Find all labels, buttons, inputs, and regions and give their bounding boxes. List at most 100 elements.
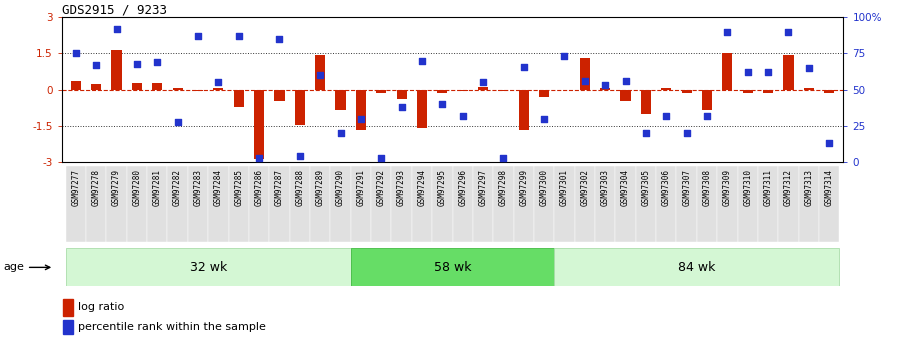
Bar <box>330 166 351 242</box>
Bar <box>274 90 284 101</box>
Bar <box>804 88 814 90</box>
Text: GSM97309: GSM97309 <box>723 169 732 206</box>
Point <box>517 64 531 69</box>
Bar <box>111 50 121 90</box>
Bar <box>778 166 798 242</box>
Text: GSM97314: GSM97314 <box>824 169 834 206</box>
Point <box>374 155 388 160</box>
Text: GSM97294: GSM97294 <box>417 169 426 206</box>
Bar <box>437 90 447 93</box>
Point <box>150 59 165 65</box>
Text: GSM97308: GSM97308 <box>702 169 711 206</box>
Bar <box>824 90 834 92</box>
Text: 32 wk: 32 wk <box>189 261 227 274</box>
Bar <box>254 90 264 158</box>
Point <box>659 113 673 119</box>
Bar <box>315 55 325 90</box>
Bar <box>391 166 412 242</box>
Point <box>680 130 694 136</box>
Point <box>110 26 124 32</box>
Text: GSM97292: GSM97292 <box>376 169 386 206</box>
Point <box>740 70 755 75</box>
Bar <box>784 55 794 90</box>
Bar <box>152 83 162 90</box>
Bar <box>270 166 290 242</box>
Point <box>292 154 307 159</box>
Text: 84 wk: 84 wk <box>678 261 716 274</box>
Bar <box>676 166 697 242</box>
Text: GSM97299: GSM97299 <box>519 169 529 206</box>
Point <box>191 33 205 39</box>
Point <box>232 33 246 39</box>
Bar <box>554 248 840 286</box>
Point <box>598 82 613 88</box>
Bar <box>350 166 371 242</box>
Text: GSM97279: GSM97279 <box>112 169 121 206</box>
Text: GSM97310: GSM97310 <box>743 169 752 206</box>
Text: GSM97304: GSM97304 <box>621 169 630 206</box>
Bar <box>819 166 840 242</box>
Text: GSM97312: GSM97312 <box>784 169 793 206</box>
Bar <box>188 166 208 242</box>
Bar <box>63 320 73 334</box>
Bar <box>412 166 432 242</box>
Bar <box>356 90 366 129</box>
Bar <box>499 90 509 91</box>
Bar <box>310 166 330 242</box>
Text: age: age <box>3 263 50 272</box>
Bar <box>173 88 183 90</box>
Point <box>333 130 348 136</box>
Point <box>272 36 287 42</box>
Text: GSM97297: GSM97297 <box>479 169 488 206</box>
Point <box>557 53 572 59</box>
Bar <box>575 166 595 242</box>
Bar <box>656 166 676 242</box>
Bar <box>458 90 468 91</box>
Text: GSM97295: GSM97295 <box>438 169 447 206</box>
Bar <box>295 90 305 125</box>
Bar <box>798 166 819 242</box>
Bar <box>580 58 590 90</box>
Point <box>69 51 83 56</box>
Text: GSM97287: GSM97287 <box>275 169 284 206</box>
Bar <box>433 166 452 242</box>
Text: GSM97311: GSM97311 <box>764 169 773 206</box>
Text: GDS2915 / 9233: GDS2915 / 9233 <box>62 3 167 16</box>
Bar <box>513 166 534 242</box>
Point <box>313 72 328 78</box>
Text: GSM97283: GSM97283 <box>194 169 203 206</box>
Point <box>414 58 429 63</box>
Text: GSM97288: GSM97288 <box>295 169 304 206</box>
Bar <box>290 166 310 242</box>
Point <box>170 119 185 124</box>
Bar <box>554 166 575 242</box>
Bar <box>71 81 81 90</box>
Point <box>129 61 144 66</box>
Bar <box>662 88 672 90</box>
Text: GSM97284: GSM97284 <box>214 169 223 206</box>
Bar <box>147 166 167 242</box>
Point <box>720 29 735 34</box>
Point <box>700 113 714 119</box>
Text: GSM97303: GSM97303 <box>601 169 610 206</box>
Bar <box>208 166 228 242</box>
Bar <box>539 90 549 97</box>
Bar <box>697 166 717 242</box>
Text: GSM97300: GSM97300 <box>539 169 548 206</box>
Text: GSM97293: GSM97293 <box>397 169 406 206</box>
Text: GSM97280: GSM97280 <box>132 169 141 206</box>
Bar <box>519 90 529 129</box>
Point <box>577 78 592 84</box>
Text: 58 wk: 58 wk <box>433 261 472 274</box>
Text: log ratio: log ratio <box>79 303 125 313</box>
Bar <box>738 166 757 242</box>
Text: GSM97278: GSM97278 <box>91 169 100 206</box>
Bar <box>681 90 691 93</box>
Point <box>211 80 225 85</box>
Bar <box>600 88 610 90</box>
Bar <box>396 90 406 99</box>
Bar <box>702 90 712 110</box>
Bar <box>233 90 243 107</box>
Bar <box>167 166 188 242</box>
Bar <box>621 90 631 101</box>
